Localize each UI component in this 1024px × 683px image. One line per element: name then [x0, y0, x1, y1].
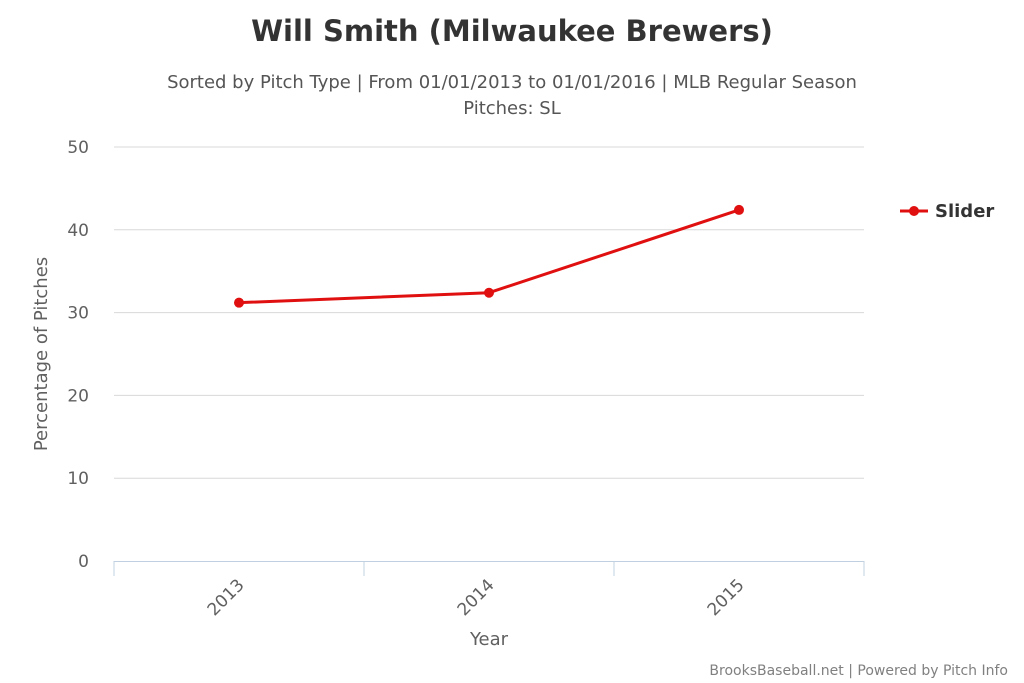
x-axis: 2013 2014 2015 [113, 561, 865, 620]
series-layer [234, 204, 744, 308]
y-tick-label: 50 [67, 138, 89, 158]
chart-subtitle-line-2: Pitches: SL [463, 98, 561, 119]
y-tick-label: 30 [67, 304, 89, 324]
data-point-slider[interactable] [234, 297, 244, 308]
chart-credits[interactable]: BrooksBaseball.net | Powered by Pitch In… [709, 663, 1008, 679]
chart-title: Will Smith (Milwaukee Brewers) [251, 14, 773, 48]
y-axis-ticks: 0 10 20 30 40 50 [67, 138, 89, 572]
y-axis-title: Percentage of Pitches [31, 257, 52, 451]
x-tick-label: 2014 [454, 575, 499, 620]
y-tick-label: 10 [67, 469, 89, 489]
y-tick-label: 20 [67, 386, 89, 406]
grid-lines [114, 146, 864, 479]
y-tick-label: 0 [78, 552, 89, 572]
chart-subtitle-line-1: Sorted by Pitch Type | From 01/01/2013 t… [167, 72, 857, 93]
x-tick-label: 2015 [704, 575, 749, 620]
legend-label-slider: Slider [935, 201, 994, 222]
x-axis-title: Year [469, 629, 509, 650]
y-tick-label: 40 [67, 221, 89, 241]
x-tick-label: 2013 [204, 575, 249, 620]
data-point-slider[interactable] [484, 287, 494, 298]
legend-marker-slider [909, 206, 919, 216]
legend[interactable]: Slider [900, 201, 994, 222]
data-point-slider[interactable] [734, 204, 744, 215]
